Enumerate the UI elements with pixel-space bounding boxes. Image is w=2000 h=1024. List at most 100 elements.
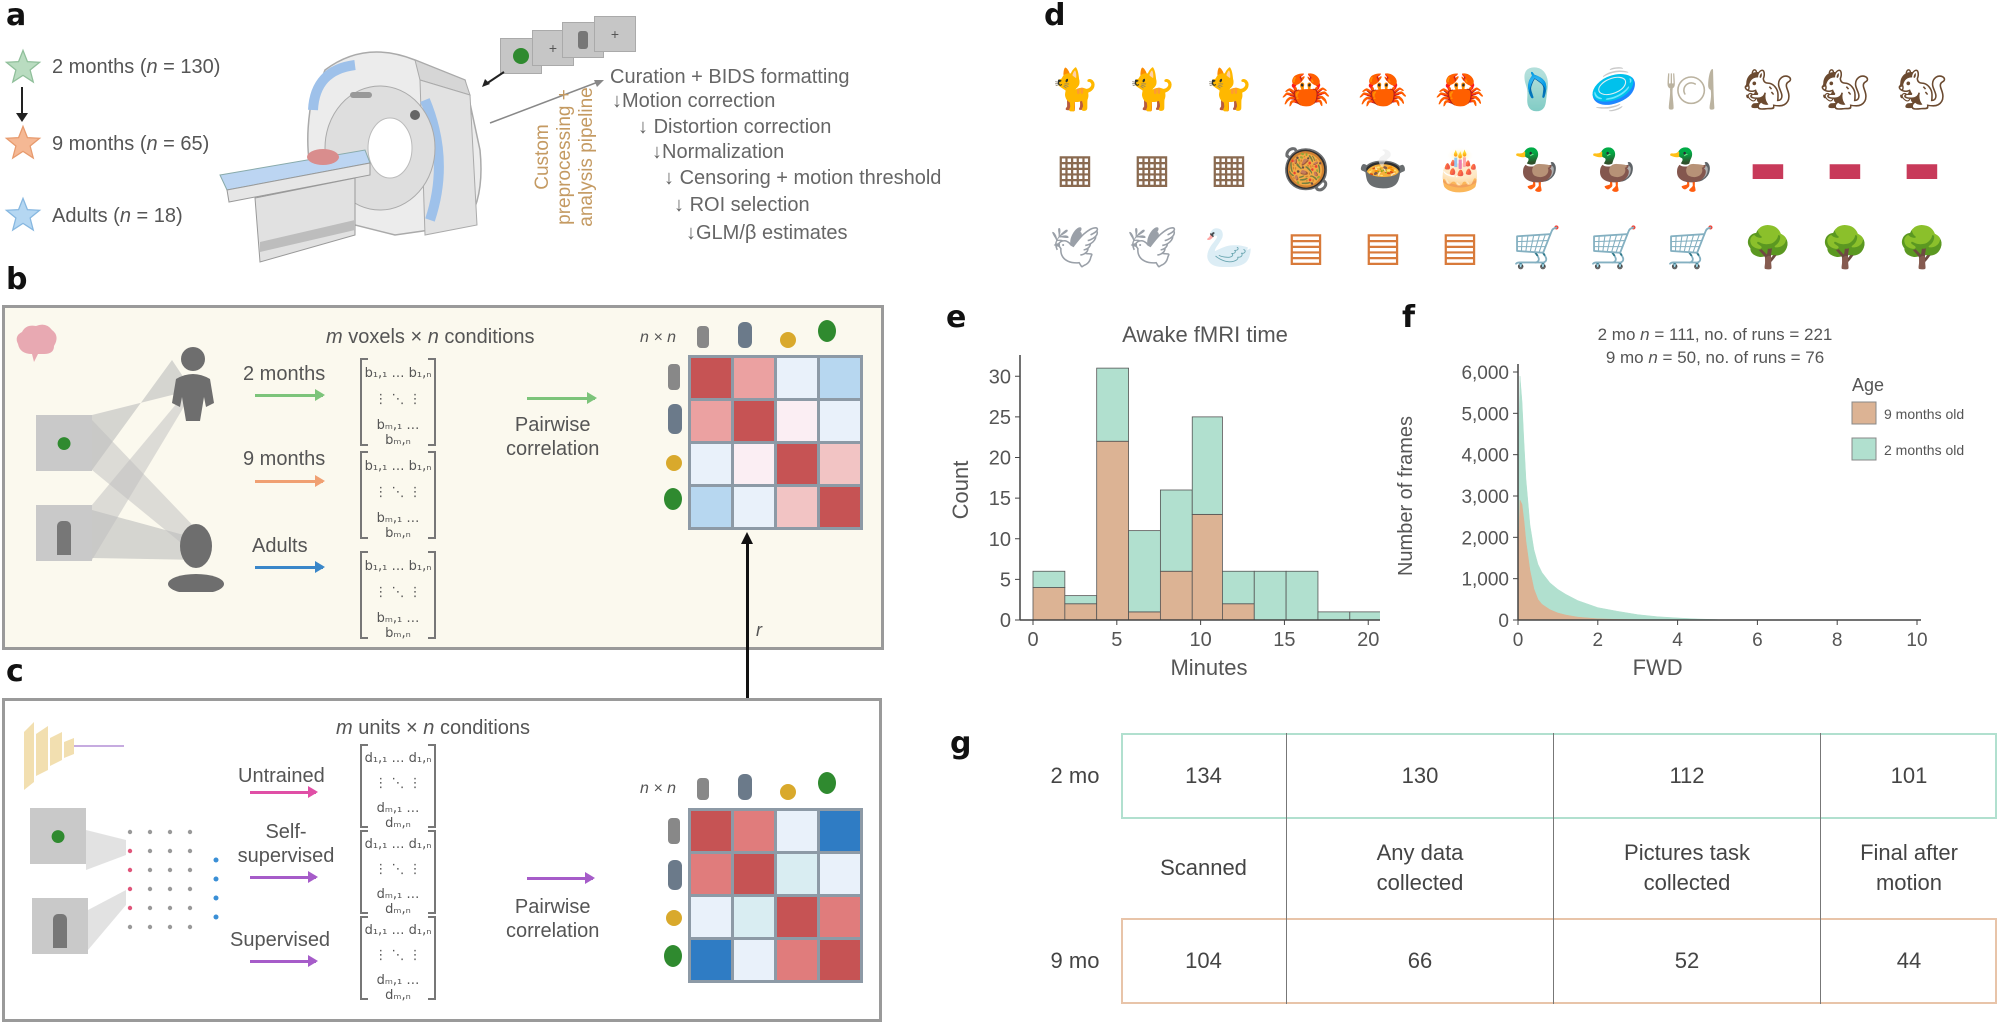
- towel-icon: ▬: [1826, 146, 1864, 192]
- y-tick-label: 20: [989, 448, 1011, 470]
- adult-icon: [166, 520, 226, 592]
- rsm-cell: [734, 487, 774, 527]
- group-label-9-months: 9 months (n = 65): [52, 133, 209, 156]
- duck-icon: [666, 455, 682, 471]
- pipeline-step: Curation + BIDS formatting: [610, 66, 850, 89]
- cell-9mo-pictures-task: 52: [1554, 918, 1820, 1004]
- crab-image: 🦀: [1431, 60, 1489, 118]
- squirrel-icon: [668, 404, 682, 434]
- network-unit: [168, 830, 172, 834]
- legend-title: Age: [1852, 375, 1884, 395]
- shopping-cart-image: 🛒: [1585, 218, 1643, 276]
- pairwise-label-c: Pairwise correlation: [506, 895, 599, 943]
- rubber-duck-image: 🦆: [1585, 140, 1643, 198]
- network-output-unit: [214, 858, 219, 863]
- hermit-crab-icon: 🦀: [1358, 66, 1408, 113]
- pipeline-step: ↓Normalization: [652, 141, 784, 164]
- fence-image: ▦: [1200, 140, 1258, 198]
- panel-label-c: c: [6, 654, 24, 689]
- neural-network-icon: [86, 810, 236, 960]
- squirrel-icon: 🐿: [1820, 66, 1871, 113]
- histogram-bar-2mo: [1097, 368, 1129, 441]
- network-unit: [168, 925, 172, 929]
- title-part: = 111, no. of runs = 221: [1650, 325, 1833, 344]
- y-tick-label: 4,000: [1461, 446, 1509, 467]
- rsm-cell: [734, 811, 774, 851]
- fence-icon: ▦: [1133, 146, 1171, 192]
- pairwise-label-b: Pairwise correlation: [506, 413, 599, 461]
- rsm-cell: [734, 897, 774, 937]
- duck-icon: [780, 332, 796, 348]
- cat-icon: [57, 521, 71, 555]
- squirrel-icon: [738, 774, 752, 800]
- arrow-9-months: [255, 480, 323, 483]
- shopping-cart-icon: 🛒: [1666, 224, 1716, 271]
- histogram-awake-fmri-time: Awake fMRI time0510152025300 5 10 15 20Minut…: [940, 300, 1380, 690]
- tree-icon: ●: [49, 819, 67, 853]
- stage-pictures-task: Pictures task collected: [1554, 820, 1820, 916]
- histogram-bar-2mo: [1065, 596, 1097, 604]
- chart-title-line-1: 2 mo n = 111, no. of runs = 221: [1598, 325, 1833, 344]
- crab-icon: 🦀: [1281, 66, 1331, 113]
- cat-icon: [53, 914, 67, 948]
- towel-image: ▬: [1816, 140, 1874, 198]
- arrow-untrained: [250, 791, 316, 794]
- down-arrow-icon: ↓: [664, 167, 674, 189]
- down-arrow-icon: ↓: [638, 116, 648, 138]
- network-unit: [168, 906, 172, 910]
- x-axis-label: Minutes: [1170, 655, 1247, 680]
- title-part: n: [1648, 348, 1657, 367]
- x-axis-label: FWD: [1633, 655, 1683, 680]
- rsm-cell: [820, 811, 860, 851]
- network-output-unit: [214, 896, 219, 901]
- network-unit: [188, 830, 192, 834]
- rsm-cell: [777, 358, 817, 398]
- voxels-conditions-label: m voxels × n conditions: [326, 326, 534, 349]
- network-unit: [188, 925, 192, 929]
- rsm-cell: [777, 811, 817, 851]
- seagull-icon: 🕊: [1127, 224, 1178, 271]
- histogram-bar-9mo: [1160, 571, 1192, 620]
- towel-image: ▬: [1739, 140, 1797, 198]
- x-tick-label: 15: [1273, 629, 1295, 651]
- stage-any-data: Any data collected: [1287, 820, 1553, 916]
- stimulus-frame-fixation-2: +: [594, 16, 636, 52]
- rubber-duck-icon: 🦆: [1589, 146, 1639, 193]
- squirrel-icon: [668, 860, 682, 890]
- network-unit: [188, 849, 192, 853]
- fence-icon: ▦: [1056, 146, 1094, 192]
- x-tick-label: 0: [1513, 630, 1524, 651]
- y-tick-label: 10: [989, 529, 1011, 551]
- swan-image: 🦢: [1200, 218, 1258, 276]
- shopping-cart-image: 🛒: [1662, 218, 1720, 276]
- activation-matrix-self-supervised: d₁,₁ … d₁,ₙ ⋮ ⋱ ⋮ dₘ,₁ … dₘ,ₙ: [360, 832, 436, 912]
- y-tick-label: 15: [989, 488, 1011, 510]
- rubber-duck-icon: 🦆: [1666, 146, 1716, 193]
- panel-label-a: a: [6, 0, 26, 33]
- beta-matrix-adults: b₁,₁ … b₁,ₙ ⋮ ⋱ ⋮ bₘ,₁ … bₘ,ₙ: [360, 553, 436, 637]
- stimulus-cat-c: [32, 898, 88, 954]
- rubber-duck-icon: 🦆: [1512, 146, 1562, 193]
- network-unit: [128, 925, 132, 929]
- rsm-cell: [820, 401, 860, 441]
- histogram-bar-2mo: [1033, 571, 1065, 587]
- stage-final: Final after motion: [1821, 820, 1997, 916]
- cell-2mo-final: 101: [1821, 733, 1997, 819]
- rsm-cell: [777, 897, 817, 937]
- x-tick-label: 10: [1906, 630, 1927, 651]
- cell-2mo-scanned: 134: [1121, 733, 1286, 819]
- rsm-cell: [777, 940, 817, 980]
- legend-swatch-2-months: [1852, 438, 1876, 460]
- fence-image: ▦: [1123, 140, 1181, 198]
- x-tick-label: 10: [1189, 629, 1211, 651]
- rsm-cell: [691, 897, 731, 937]
- legend-label-2-months: 2 months old: [1884, 442, 1964, 458]
- chart-title: Awake fMRI time: [1122, 322, 1288, 347]
- cat-icon: 🐈: [1050, 66, 1100, 113]
- rsm-cell: [777, 444, 817, 484]
- tree-image: 🌳: [1816, 218, 1874, 276]
- stimulus-tree-b: ●: [36, 415, 92, 471]
- activation-matrix-untrained: d₁,₁ … d₁,ₙ ⋮ ⋱ ⋮ dₘ,₁ … dₘ,ₙ: [360, 746, 436, 826]
- y-tick-label: 30: [989, 366, 1011, 388]
- rsm-cell: [820, 444, 860, 484]
